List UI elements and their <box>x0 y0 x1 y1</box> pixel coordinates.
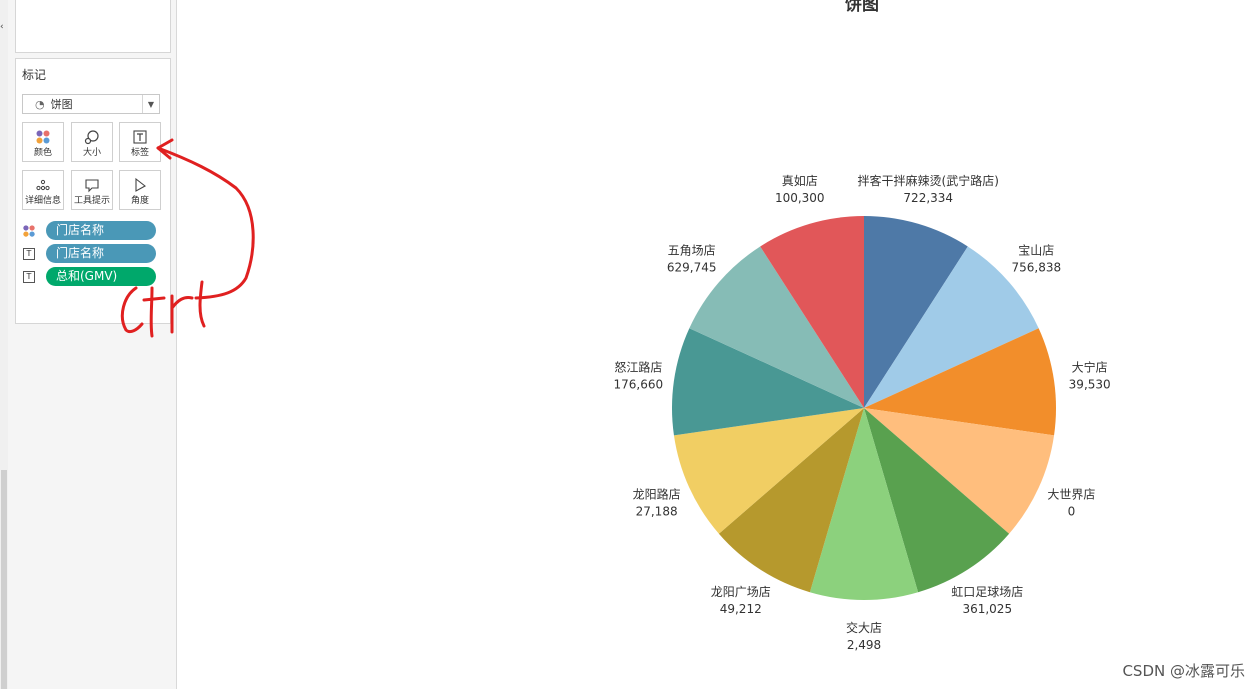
chevron-down-icon[interactable]: ▼ <box>142 95 159 113</box>
color-dots-icon <box>22 224 36 238</box>
text-label-icon <box>120 129 160 145</box>
mark-type-value: 饼图 <box>50 98 73 111</box>
pie-slice[interactable] <box>760 216 864 408</box>
field-pill-store-name-color[interactable]: 门店名称 <box>46 221 156 240</box>
text-label-icon: T <box>22 270 36 284</box>
pie-slice[interactable] <box>673 408 864 534</box>
slice-value-label: 27,188 <box>636 505 678 519</box>
size-label: 大小 <box>82 148 101 158</box>
detail-button[interactable]: 详细信息 <box>22 170 64 210</box>
pie-slice[interactable] <box>864 408 1055 534</box>
marks-card: 标记 ◔ 饼图 ▼ 颜色 <box>15 58 171 324</box>
angle-icon <box>120 177 160 193</box>
slice-value-label: 2,498 <box>847 638 881 652</box>
slice-value-label: 0 <box>1068 505 1076 519</box>
slice-label: 虹口足球场店 <box>951 585 1023 599</box>
angle-label: 角度 <box>130 196 149 206</box>
size-icon <box>72 129 112 145</box>
tooltip-button[interactable]: 工具提示 <box>71 170 113 210</box>
tooltip-icon <box>72 177 112 193</box>
slice-label: 大宁店 <box>1072 360 1108 375</box>
slice-value-label: 49,212 <box>720 602 762 616</box>
pie-slice[interactable] <box>864 246 1039 408</box>
text-label-icon: T <box>22 247 36 261</box>
pie-slice[interactable] <box>864 408 1010 593</box>
slice-label: 交大店 <box>846 620 882 635</box>
slice-value-label: 39,530 <box>1069 378 1111 392</box>
slice-label: 大世界店 <box>1047 488 1095 502</box>
filters-shelf[interactable] <box>15 0 171 53</box>
field-pill-sum-gmv[interactable]: 总和(GMV) <box>46 267 156 286</box>
color-button[interactable]: 颜色 <box>22 122 64 162</box>
label-button[interactable]: 标签 <box>119 122 161 162</box>
label-label: 标签 <box>130 148 149 158</box>
watermark: CSDN @冰露可乐 <box>1122 662 1245 680</box>
color-label: 颜色 <box>33 148 52 158</box>
detail-label: 详细信息 <box>24 196 61 206</box>
slice-label: 真如店 <box>782 173 818 188</box>
slice-value-label: 756,838 <box>1011 261 1061 275</box>
slice-value-label: 176,660 <box>614 378 664 392</box>
slice-value-label: 100,300 <box>775 191 825 205</box>
slice-label: 五角场店 <box>668 244 716 258</box>
mark-type-dropdown[interactable]: ◔ 饼图 ▼ <box>22 94 160 114</box>
scroll-thumb[interactable] <box>1 470 7 689</box>
detail-dots-icon <box>23 177 63 193</box>
pie-slice[interactable] <box>809 408 919 600</box>
marks-title: 标记 <box>22 68 47 82</box>
color-field-row: 门店名称 <box>22 221 162 241</box>
pie-slice[interactable] <box>689 246 864 408</box>
slice-value-label: 361,025 <box>962 602 1012 616</box>
slice-label: 龙阳广场店 <box>711 585 771 599</box>
slice-label: 宝山店 <box>1018 244 1054 258</box>
pie-slice[interactable] <box>718 408 864 593</box>
tooltip-label: 工具提示 <box>73 196 110 206</box>
slice-label: 拌客干拌麻辣烫(武宁路店) <box>858 173 999 188</box>
pie-slice[interactable] <box>672 328 864 436</box>
chart-title: 饼图 <box>845 0 879 15</box>
color-dots-icon <box>23 129 63 145</box>
gmv-field-row: T 总和(GMV) <box>22 267 162 287</box>
angle-button[interactable]: 角度 <box>119 170 161 210</box>
marks-panel: 标记 ◔ 饼图 ▼ 颜色 <box>8 0 177 689</box>
slice-value-label: 722,334 <box>903 191 953 205</box>
slice-label: 怒江路店 <box>614 360 662 375</box>
field-pill-store-name-label[interactable]: 门店名称 <box>46 244 156 263</box>
label-field-row: T 门店名称 <box>22 244 162 264</box>
slice-value-label: 629,745 <box>667 261 717 275</box>
slice-label: 龙阳路店 <box>633 487 681 502</box>
pie-slice[interactable] <box>864 328 1057 436</box>
pie-chart-icon: ◔ <box>35 97 45 111</box>
size-button[interactable]: 大小 <box>71 122 113 162</box>
collapse-arrow-icon[interactable]: ‹ <box>0 22 4 32</box>
pie-slice[interactable] <box>864 216 968 408</box>
